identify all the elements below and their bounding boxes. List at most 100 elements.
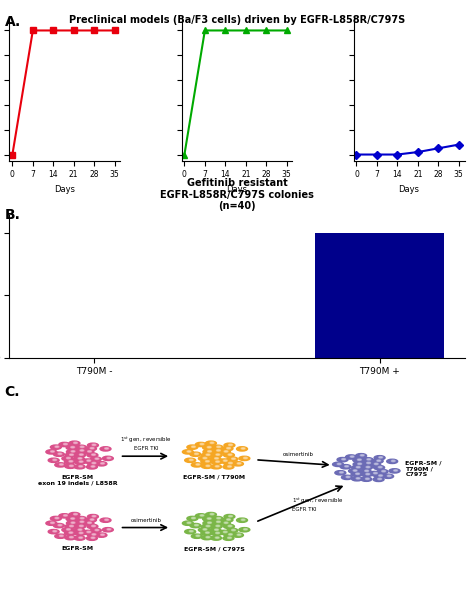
- Circle shape: [215, 465, 219, 467]
- Circle shape: [227, 519, 230, 520]
- Circle shape: [353, 462, 364, 467]
- Circle shape: [58, 524, 62, 526]
- Circle shape: [74, 536, 85, 540]
- Circle shape: [206, 461, 210, 462]
- Circle shape: [105, 519, 109, 521]
- Circle shape: [73, 528, 84, 532]
- Circle shape: [208, 522, 211, 523]
- Circle shape: [377, 470, 388, 474]
- Circle shape: [356, 473, 359, 474]
- Circle shape: [79, 465, 82, 467]
- Circle shape: [91, 457, 101, 461]
- Circle shape: [237, 462, 241, 464]
- Circle shape: [217, 518, 220, 519]
- Circle shape: [223, 465, 234, 469]
- Circle shape: [239, 456, 250, 461]
- Circle shape: [378, 467, 382, 468]
- Circle shape: [191, 534, 202, 538]
- Circle shape: [227, 447, 230, 449]
- Circle shape: [203, 445, 214, 450]
- Circle shape: [201, 459, 212, 464]
- Circle shape: [219, 459, 229, 463]
- Text: EGFR-SM: EGFR-SM: [62, 546, 94, 551]
- Circle shape: [100, 534, 104, 535]
- Circle shape: [91, 525, 95, 527]
- Circle shape: [367, 459, 371, 460]
- Circle shape: [55, 446, 59, 447]
- Circle shape: [244, 458, 247, 459]
- Circle shape: [96, 533, 107, 538]
- Circle shape: [87, 453, 98, 457]
- Circle shape: [70, 454, 73, 456]
- Circle shape: [74, 460, 85, 464]
- Circle shape: [75, 445, 87, 450]
- Circle shape: [64, 515, 67, 516]
- Circle shape: [346, 455, 356, 459]
- Text: C.: C.: [5, 385, 20, 399]
- Circle shape: [206, 526, 210, 527]
- Circle shape: [187, 445, 198, 449]
- Circle shape: [66, 521, 77, 526]
- Circle shape: [100, 462, 104, 464]
- Circle shape: [95, 458, 99, 459]
- Circle shape: [219, 450, 230, 454]
- Circle shape: [356, 477, 360, 479]
- Circle shape: [189, 530, 193, 532]
- Circle shape: [357, 459, 361, 461]
- Circle shape: [207, 447, 211, 448]
- Circle shape: [187, 522, 191, 524]
- Circle shape: [374, 465, 384, 470]
- Circle shape: [65, 536, 76, 540]
- Circle shape: [80, 450, 84, 451]
- Circle shape: [86, 536, 97, 541]
- Circle shape: [190, 524, 201, 528]
- Circle shape: [372, 459, 383, 464]
- Circle shape: [51, 522, 55, 524]
- Circle shape: [345, 465, 348, 467]
- Circle shape: [205, 512, 217, 517]
- Circle shape: [201, 536, 212, 540]
- Circle shape: [353, 470, 357, 471]
- Circle shape: [350, 456, 354, 458]
- Circle shape: [59, 442, 70, 447]
- Circle shape: [212, 517, 223, 521]
- Circle shape: [87, 461, 98, 465]
- Circle shape: [366, 467, 370, 468]
- Circle shape: [73, 514, 77, 515]
- Circle shape: [205, 441, 217, 445]
- Circle shape: [210, 465, 221, 469]
- Circle shape: [212, 448, 223, 453]
- Circle shape: [107, 458, 111, 459]
- Circle shape: [53, 459, 57, 461]
- Circle shape: [228, 462, 232, 464]
- Circle shape: [228, 454, 232, 455]
- Circle shape: [392, 460, 395, 462]
- Circle shape: [216, 454, 220, 455]
- Circle shape: [185, 530, 196, 534]
- Circle shape: [48, 458, 59, 462]
- Circle shape: [92, 462, 96, 464]
- Text: osimertinib: osimertinib: [283, 452, 314, 457]
- Circle shape: [59, 535, 63, 536]
- Circle shape: [190, 452, 201, 456]
- Circle shape: [73, 457, 84, 461]
- Circle shape: [366, 473, 370, 475]
- Circle shape: [201, 531, 212, 535]
- Circle shape: [237, 447, 247, 451]
- Circle shape: [211, 524, 222, 529]
- Circle shape: [82, 459, 93, 463]
- Circle shape: [65, 524, 76, 529]
- Circle shape: [92, 533, 96, 535]
- Circle shape: [196, 535, 200, 536]
- Circle shape: [82, 530, 93, 535]
- Circle shape: [203, 517, 214, 521]
- Circle shape: [358, 463, 362, 465]
- Circle shape: [199, 528, 210, 532]
- Circle shape: [80, 525, 83, 527]
- Circle shape: [387, 459, 398, 464]
- Circle shape: [215, 529, 219, 530]
- Text: EGFR-SM / T790M: EGFR-SM / T790M: [183, 475, 246, 480]
- Circle shape: [370, 462, 381, 467]
- Circle shape: [80, 454, 83, 455]
- Circle shape: [369, 471, 380, 476]
